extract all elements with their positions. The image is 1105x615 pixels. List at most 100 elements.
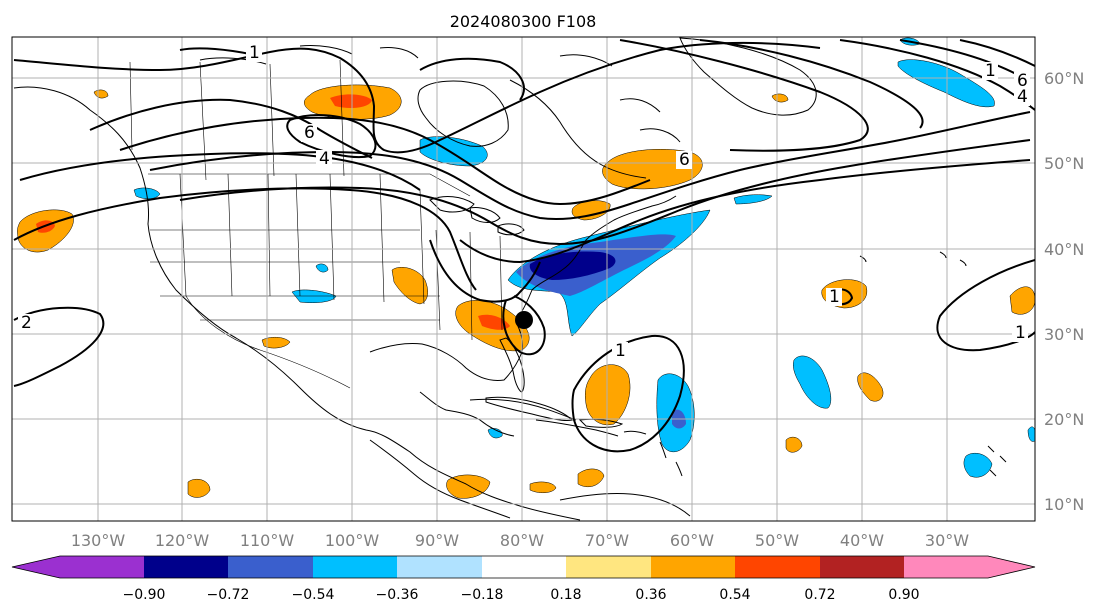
anomaly-orange-yucatan — [446, 474, 491, 499]
map-frame — [11, 36, 1036, 522]
anomaly-red-canada-west — [330, 94, 372, 108]
lon-tick-label: 120°W — [155, 531, 210, 550]
contour-label: 1 — [829, 287, 840, 307]
contour-ridge-4 — [459, 159, 1031, 264]
anomaly-blue-carib-n — [487, 428, 503, 439]
contour-label: 6 — [1017, 71, 1028, 91]
map-content: 1 6 4 6 1 1 6 4 2 1 1 — [12, 37, 1035, 521]
contour-lines — [13, 39, 1035, 453]
colorbar-segment — [397, 556, 482, 578]
anomaly-orange-atl-mid — [857, 372, 884, 402]
colorbar-outline — [11, 555, 1036, 579]
contour-label: 1 — [615, 341, 626, 361]
anomaly-orange-hudson — [771, 93, 789, 103]
lat-tick-label: 50°N — [1044, 154, 1084, 173]
lon-tick-label: 130°W — [71, 531, 126, 550]
colorbar-label: −0.72 — [207, 587, 250, 603]
lat-tick-label: 20°N — [1044, 410, 1084, 429]
contour-label: 1 — [1015, 323, 1026, 343]
anomaly-navy-east-coast — [529, 251, 616, 280]
contour-2-west — [13, 306, 105, 387]
anomaly-blue-atl-ne — [733, 194, 773, 205]
lon-tick-label: 40°W — [840, 531, 884, 550]
colorbar-label: 0.18 — [550, 587, 581, 603]
contour-label: 1 — [985, 61, 996, 81]
colorbar-segment — [144, 556, 228, 578]
contour-1-east — [936, 259, 1035, 352]
colorbar-segment — [735, 556, 820, 578]
coastlines — [13, 37, 1007, 521]
contour-trough-center — [502, 295, 546, 356]
anomaly-orange-mexico — [261, 337, 291, 349]
lon-tick-label: 100°W — [325, 531, 380, 550]
colorbar-label: −0.54 — [292, 587, 335, 603]
anomaly-blue-great-plains — [315, 263, 329, 273]
lon-axis: 130°W 120°W 110°W 100°W 90°W 80°W 70°W 6… — [71, 531, 969, 550]
colorbar-extend-max — [988, 556, 1035, 578]
contour-greenland-4 — [899, 39, 1035, 77]
contour-label: 4 — [1017, 87, 1028, 107]
colorbar-segment — [566, 556, 651, 578]
anomaly-orange-ozarks — [391, 267, 428, 305]
contour-ridge-3 — [179, 139, 1031, 246]
anomaly-blue-greenland — [897, 59, 995, 108]
contour-arctic-1 — [419, 57, 525, 101]
colorbar-segment — [228, 556, 313, 578]
lon-tick-label: 110°W — [240, 531, 295, 550]
graticule — [12, 37, 1035, 521]
contour-hudson-loop — [286, 114, 377, 158]
contour-label: 4 — [319, 149, 330, 169]
contour-trough — [429, 239, 541, 303]
contour-label: 6 — [679, 150, 690, 170]
colorbar-label: 0.54 — [719, 587, 750, 603]
lon-tick-label: 60°W — [670, 531, 714, 550]
colorbar-segment — [904, 556, 988, 578]
contour-label: 6 — [304, 123, 315, 143]
anomaly-blue-atl-far-s — [1027, 426, 1035, 442]
colorbar-label: 0.36 — [635, 587, 666, 603]
colorbar-segment — [651, 556, 735, 578]
colorbar-label: −0.36 — [376, 587, 419, 603]
map-title: 2024080300 F108 — [450, 12, 597, 31]
colorbar-label: −0.90 — [123, 587, 166, 603]
lat-tick-label: 60°N — [1044, 69, 1084, 88]
anomaly-orange-carib-s — [529, 481, 557, 493]
contour-4-west — [19, 152, 421, 191]
anomaly-orange-central-am — [187, 479, 211, 498]
contour-bahamas-1 — [571, 334, 685, 453]
contour-outer-west — [13, 187, 477, 291]
lon-tick-label: 80°W — [500, 531, 544, 550]
colorbar-segment — [313, 556, 397, 578]
contour-label: 1 — [249, 43, 260, 63]
colorbar-segment — [482, 556, 566, 578]
anomaly-orange-atl-s — [785, 436, 803, 453]
colorbar-segment — [820, 556, 904, 578]
colorbar-label: 0.90 — [888, 587, 919, 603]
lon-tick-label: 50°W — [755, 531, 799, 550]
anomaly-blue-atl-mid — [793, 355, 832, 409]
contour-label-group: 1 6 4 6 1 1 6 4 2 1 1 — [18, 43, 1030, 361]
lat-tick-label: 40°N — [1044, 240, 1084, 259]
lon-tick-label: 70°W — [585, 531, 629, 550]
lon-tick-label: 30°W — [925, 531, 969, 550]
contour-label: 2 — [21, 313, 32, 333]
contour-greenland-2 — [699, 39, 924, 129]
anomaly-orange-carib-s2 — [577, 468, 605, 487]
anomaly-blue-atl-s — [963, 453, 993, 478]
lon-tick-label: 90°W — [415, 531, 459, 550]
political-borders — [129, 59, 503, 389]
contour-6-west — [89, 98, 373, 159]
colorbar-segment — [60, 556, 144, 578]
contour-greenland-1 — [619, 39, 869, 152]
contour-ridge-1 — [119, 116, 651, 206]
lat-tick-label: 30°N — [1044, 325, 1084, 344]
anomaly-orange-bahamas — [584, 364, 631, 426]
colorbar-extend-min — [12, 556, 60, 578]
colorbar: −0.90 −0.72 −0.54 −0.36 −0.18 0.18 0.36 … — [11, 555, 1036, 603]
colorbar-label: 0.72 — [804, 587, 835, 603]
lat-axis: 60°N 50°N 40°N 30°N 20°N 10°N — [1044, 69, 1084, 514]
lat-tick-label: 10°N — [1044, 495, 1084, 514]
colorbar-label: −0.18 — [461, 587, 504, 603]
contour-arctic-2 — [179, 47, 251, 55]
